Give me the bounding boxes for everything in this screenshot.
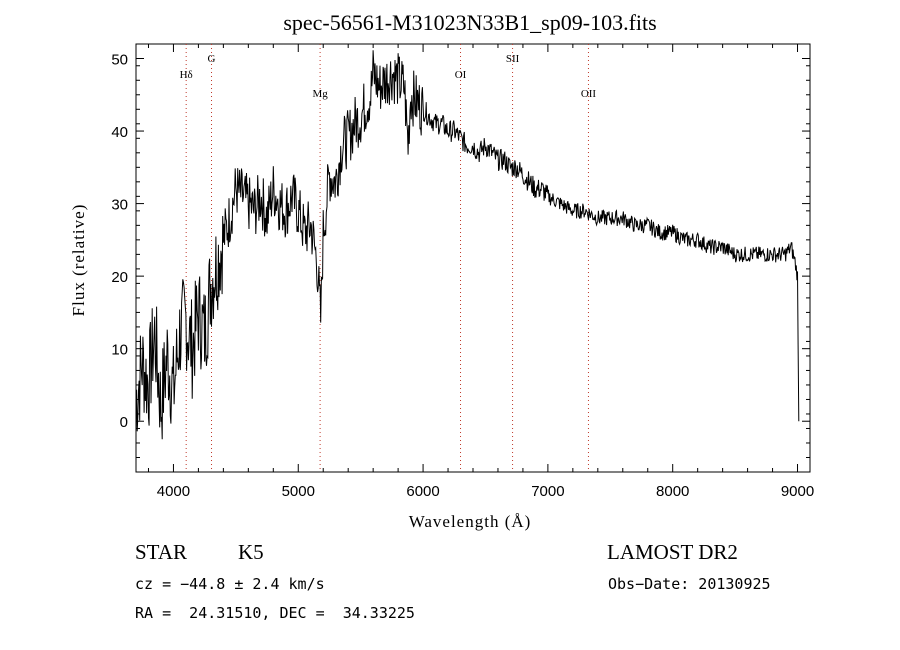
plot-frame [135, 43, 811, 473]
x-tick-label-1: 5000 [282, 483, 315, 500]
x-tick-label-0: 4000 [157, 483, 190, 500]
y-tick-label-1: 10 [111, 342, 128, 359]
line-marker-label-2: Mg [312, 88, 328, 100]
spectrum-line [135, 50, 800, 440]
line-marker-label-5: OII [581, 88, 597, 100]
y-tick-label-2: 20 [111, 269, 128, 286]
x-tick-label-5: 9000 [781, 483, 814, 500]
object-class: STAR [135, 540, 187, 564]
x-tick-label-3: 7000 [531, 483, 564, 500]
line-marker-label-1: G [208, 53, 216, 65]
x-axis-label: Wavelength (Å) [408, 512, 532, 531]
y-tick-label-5: 50 [111, 52, 128, 69]
chart-title: spec-56561-M31023N33B1_sp09-103.fits [283, 10, 657, 35]
y-tick-label-0: 0 [120, 414, 128, 431]
survey-name: LAMOST DR2 [607, 540, 738, 564]
y-axis-label: Flux (relative) [69, 203, 88, 317]
obs-date-info: Obs−Date: 20130925 [608, 575, 771, 593]
x-tick-label-4: 8000 [656, 483, 689, 500]
line-marker-label-3: OI [455, 69, 467, 81]
redshift-info: cz = −44.8 ± 2.4 km/s [135, 575, 325, 593]
coordinates-info: RA = 24.31510, DEC = 34.33225 [135, 604, 415, 622]
line-marker-label-4: SII [506, 53, 520, 65]
x-tick-label-2: 6000 [406, 483, 439, 500]
object-subclass: K5 [238, 540, 264, 564]
y-tick-label-3: 30 [111, 197, 128, 214]
line-marker-label-0: Hδ [180, 69, 193, 81]
y-tick-label-4: 40 [111, 124, 128, 141]
